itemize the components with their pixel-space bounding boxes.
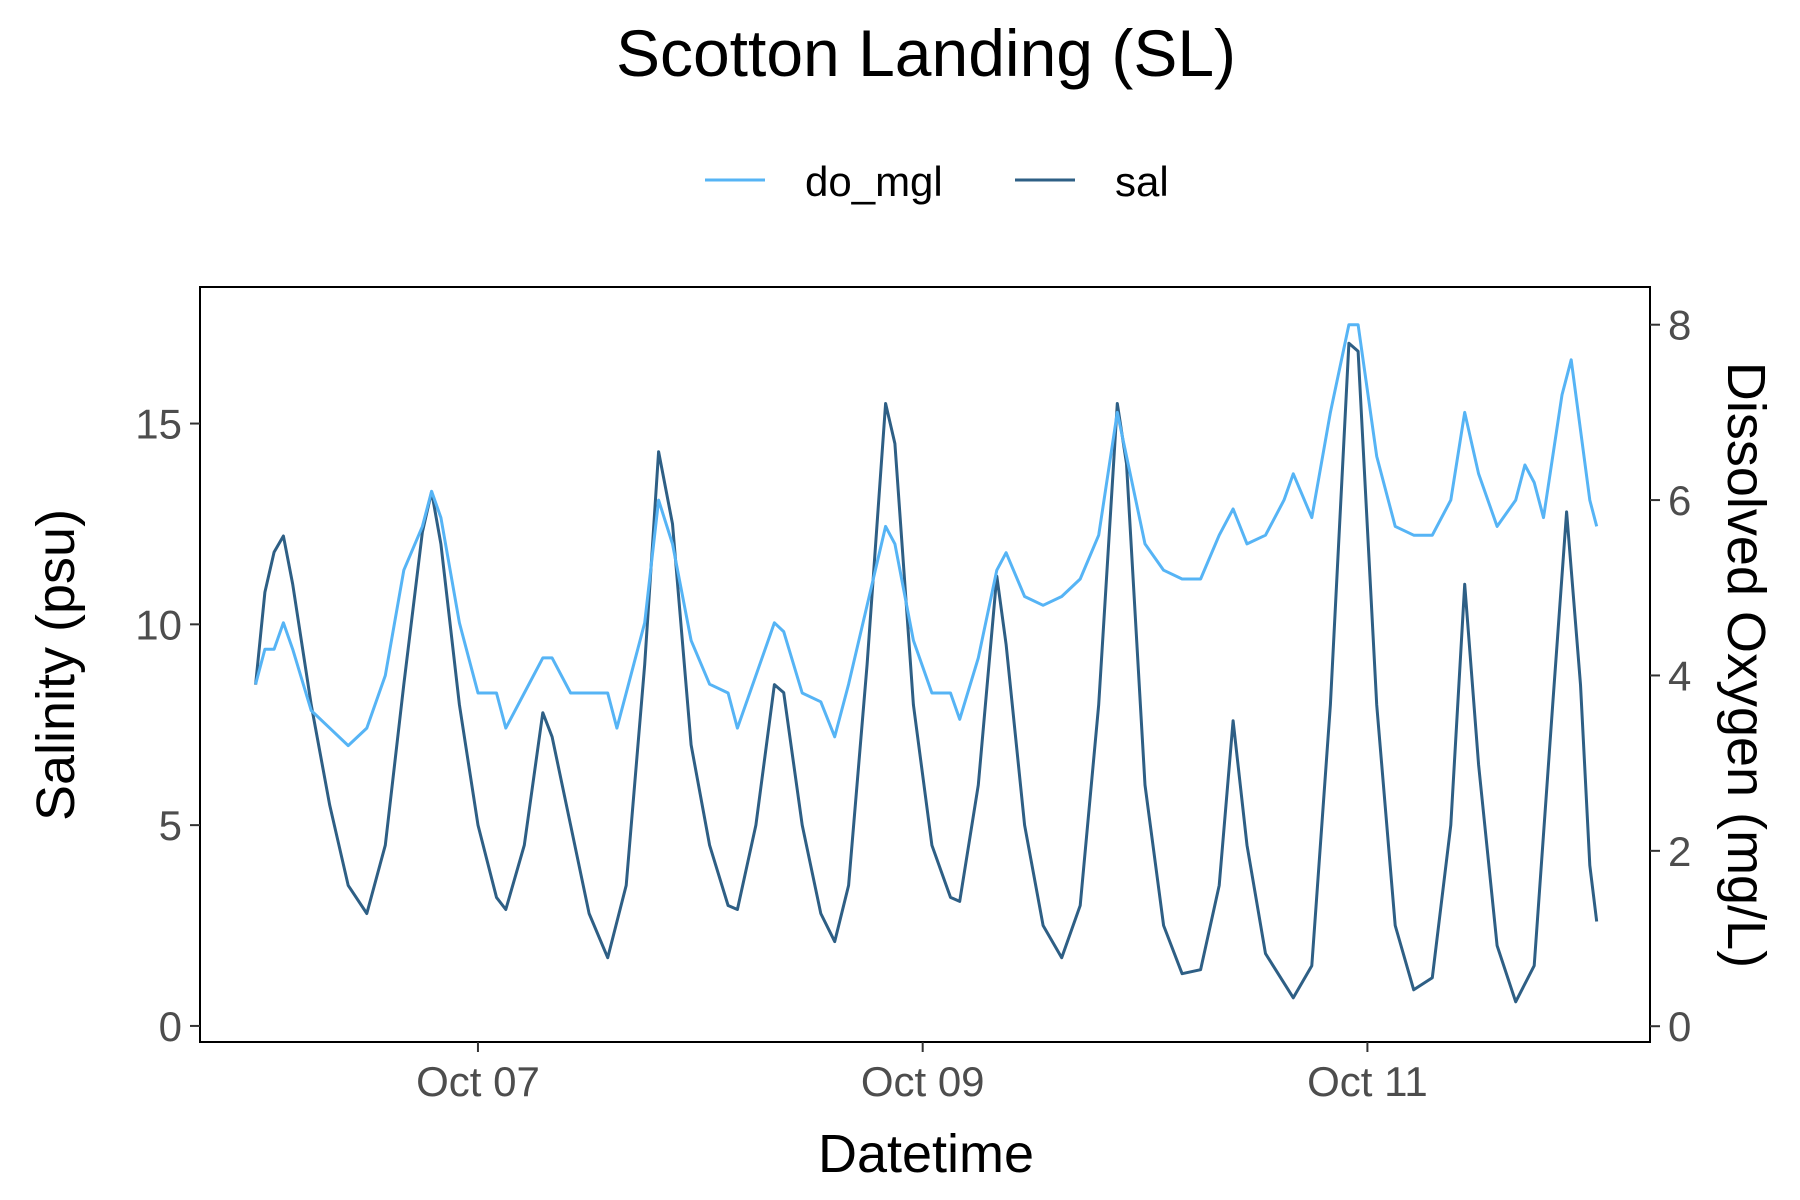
legend: do_mgl sal	[705, 158, 1169, 205]
series-line-sal	[254, 341, 1599, 1004]
x-tick-label: Oct 07	[416, 1058, 540, 1105]
series-layer	[254, 323, 1599, 1004]
y2-axis-title: Dissolved Oxygen (mg/L)	[1716, 362, 1776, 968]
series-line-do-mgl	[254, 323, 1599, 748]
y-tick-label: 0	[159, 1003, 182, 1050]
y-tick-label: 5	[159, 802, 182, 849]
y2-tick-label: 0	[1668, 1003, 1691, 1050]
y-tick-label: 15	[135, 401, 182, 448]
y2-tick-label: 2	[1668, 828, 1691, 875]
y2-tick-label: 8	[1668, 302, 1691, 349]
legend-label-do-mgl: do_mgl	[805, 158, 943, 205]
y2-tick-label: 6	[1668, 477, 1691, 524]
legend-label-sal: sal	[1115, 158, 1169, 205]
x-tick-label: Oct 09	[861, 1058, 985, 1105]
y2-tick-label: 4	[1668, 652, 1691, 699]
y-axis-title: Salinity (psu)	[26, 509, 86, 821]
plot-panel	[199, 286, 1651, 1043]
axis-layer: 0 5 10 15 0 2 4 6 8 Oct 07 Oct 09 Oct 11	[135, 302, 1691, 1105]
y-tick-label: 10	[135, 601, 182, 648]
x-axis-title: Datetime	[818, 1124, 1034, 1184]
x-tick-label: Oct 11	[1307, 1058, 1428, 1105]
chart-title: Scotton Landing (SL)	[616, 16, 1236, 90]
